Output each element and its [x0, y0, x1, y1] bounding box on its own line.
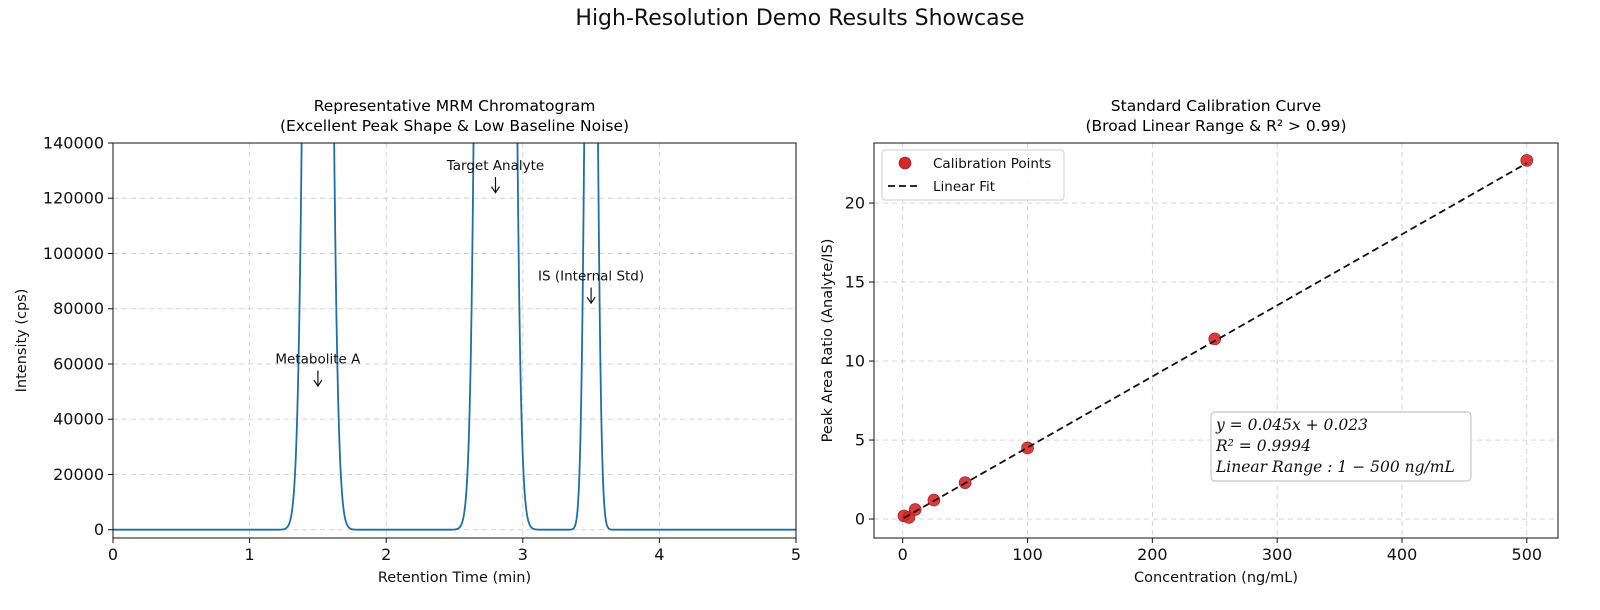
calibration-point — [1021, 441, 1034, 455]
calibration-xtick-label: 200 — [1137, 545, 1168, 564]
peak-annotation-arrow-head — [490, 186, 500, 194]
calibration-axes-frame — [873, 142, 1559, 539]
chromatogram-panel: Representative MRM Chromatogram (Excellen… — [14, 97, 801, 586]
equation-box-frame — [1210, 411, 1472, 482]
calibration-ytick-label: 15 — [845, 273, 865, 292]
chromatogram-ytick-label: 140000 — [43, 134, 104, 153]
chromatogram-ytick-label: 80000 — [53, 299, 104, 318]
calibration-ytick-label: 20 — [845, 194, 865, 213]
figure-title: High-Resolution Demo Results Showcase — [575, 6, 1025, 31]
chromatogram-xtick-label: 0 — [108, 545, 118, 564]
peak-annotation-arrow-head — [313, 379, 323, 388]
peak-annotation-arrow-head — [586, 296, 596, 305]
calibration-xtick-label: 0 — [898, 545, 908, 564]
chromatogram-xtick-label: 1 — [245, 545, 255, 564]
calibration-xtick-label: 100 — [1012, 545, 1043, 564]
chromatogram-xtick-label: 3 — [518, 545, 528, 564]
calibration-point — [1520, 154, 1534, 167]
equation-box: y = 0.045x + 0.023 R² = 0.9994 Linear Rang… — [1210, 411, 1472, 482]
peak-annotation-label: Target Analyte — [446, 158, 544, 174]
chromatogram-ytick-label: 20000 — [53, 465, 104, 484]
chromatogram-ytick-label: 60000 — [53, 354, 104, 373]
peak-annotation-label: IS (Internal Std) — [538, 269, 644, 285]
r-squared-line: R² = 0.9994 — [1215, 437, 1311, 455]
chromatogram-ytick-label: 40000 — [53, 410, 104, 429]
calibration-ytick-label: 10 — [845, 352, 865, 371]
chromatogram-title-line: (Excellent Peak Shape & Low Baseline Noi… — [280, 117, 629, 135]
calibration-panel: Standard Calibration Curve (Broad Linear … — [820, 97, 1559, 586]
chromatogram-xtick-label: 2 — [381, 545, 391, 564]
chromatogram-xtick-label: 4 — [654, 545, 664, 564]
calibration-title-line: Standard Calibration Curve — [1111, 97, 1321, 115]
legend-label-points: Calibration Points — [933, 156, 1051, 172]
calibration-point — [908, 503, 922, 516]
chromatogram-xlabel: Retention Time (min) — [378, 570, 531, 586]
calibration-xtick-label: 500 — [1512, 545, 1543, 564]
legend-marker-points — [898, 156, 912, 170]
equation-line: y = 0.045x + 0.023 — [1215, 416, 1368, 434]
chromatogram-ylabel: Intensity (cps) — [14, 289, 30, 393]
peak-annotation-label: Metabolite A — [275, 351, 361, 367]
linear-range-line: Linear Range : 1 − 500 ng/mL — [1215, 458, 1455, 476]
legend-box — [881, 149, 1065, 201]
calibration-ytick-label: 0 — [855, 510, 865, 529]
calibration-xtick-label: 400 — [1387, 545, 1418, 564]
chromatogram-axes-frame — [112, 142, 797, 539]
chromatogram-ytick-label: 100000 — [43, 244, 104, 263]
chromatogram-ytick-label: 0 — [94, 520, 104, 539]
calibration-title-line: (Broad Linear Range & R² > 0.99) — [1085, 117, 1346, 135]
calibration-legend: Calibration Points Linear Fit — [881, 149, 1065, 201]
chromatogram-title-line: Representative MRM Chromatogram — [314, 97, 596, 115]
linear-fit-line — [903, 162, 1528, 519]
calibration-xlabel: Concentration (ng/mL) — [1134, 570, 1298, 586]
chromatogram-trace — [113, 143, 796, 531]
calibration-ytick-label: 5 — [855, 431, 865, 450]
calibration-ylabel: Peak Area Ratio (Analyte/IS) — [820, 239, 836, 443]
chromatogram-ytick-label: 120000 — [43, 189, 104, 208]
calibration-xtick-label: 300 — [1262, 545, 1293, 564]
legend-label-fit: Linear Fit — [933, 179, 995, 195]
chromatogram-xtick-label: 5 — [791, 545, 801, 564]
